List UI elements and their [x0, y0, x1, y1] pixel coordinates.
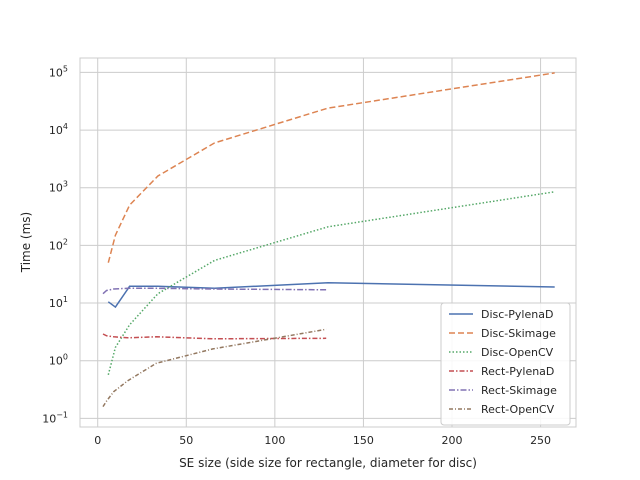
legend-label-rect-opencv: Rect-OpenCV [481, 403, 555, 416]
plot-frame [79, 57, 577, 428]
x-tick-label: 0 [94, 434, 101, 447]
x-tick-label: 150 [353, 434, 374, 447]
y-tick-label: 10−1 [42, 410, 68, 425]
y-tick-label: 104 [49, 122, 68, 137]
series-line-rect-opencv [102, 328, 327, 408]
grid [80, 58, 576, 427]
x-tick-labels: 0 50 100 150 200 250 [94, 434, 551, 447]
y-tick-labels: 10−1 100 101 102 103 104 105 [42, 64, 68, 425]
y-tick-label: 101 [49, 295, 68, 310]
series-line-disc-skimage [107, 72, 555, 263]
series-layer [102, 72, 555, 408]
legend-label-rect-pylenad: Rect-PylenaD [481, 365, 554, 378]
legend-label-rect-skimage: Rect-Skimage [481, 384, 557, 397]
y-tick-label: 100 [49, 353, 68, 368]
y-tick-label: 102 [49, 237, 68, 252]
legend-label-disc-skimage: Disc-Skimage [481, 327, 556, 340]
legend-box [440, 302, 571, 426]
y-tick-label: 103 [49, 180, 68, 195]
series-line-rect-skimage [102, 287, 327, 295]
legend-label-disc-opencv: Disc-OpenCV [481, 346, 554, 359]
series-line-rect-pylenad [102, 333, 327, 340]
x-tick-label: 50 [179, 434, 193, 447]
x-tick-label: 200 [442, 434, 463, 447]
y-tick-label: 105 [49, 64, 68, 79]
x-tick-label: 100 [264, 434, 285, 447]
y-axis-label: Time (ms) [19, 212, 33, 274]
series-line-disc-pylenad [107, 281, 555, 309]
series-line-disc-opencv [107, 191, 555, 375]
legend: Disc-PylenaD Disc-Skimage Disc-OpenCV Rect-… [440, 302, 571, 426]
x-tick-label: 250 [530, 434, 551, 447]
x-axis-label: SE size (side size for rectangle, diamet… [179, 456, 477, 470]
legend-label-disc-pylenad: Disc-PylenaD [481, 308, 553, 321]
